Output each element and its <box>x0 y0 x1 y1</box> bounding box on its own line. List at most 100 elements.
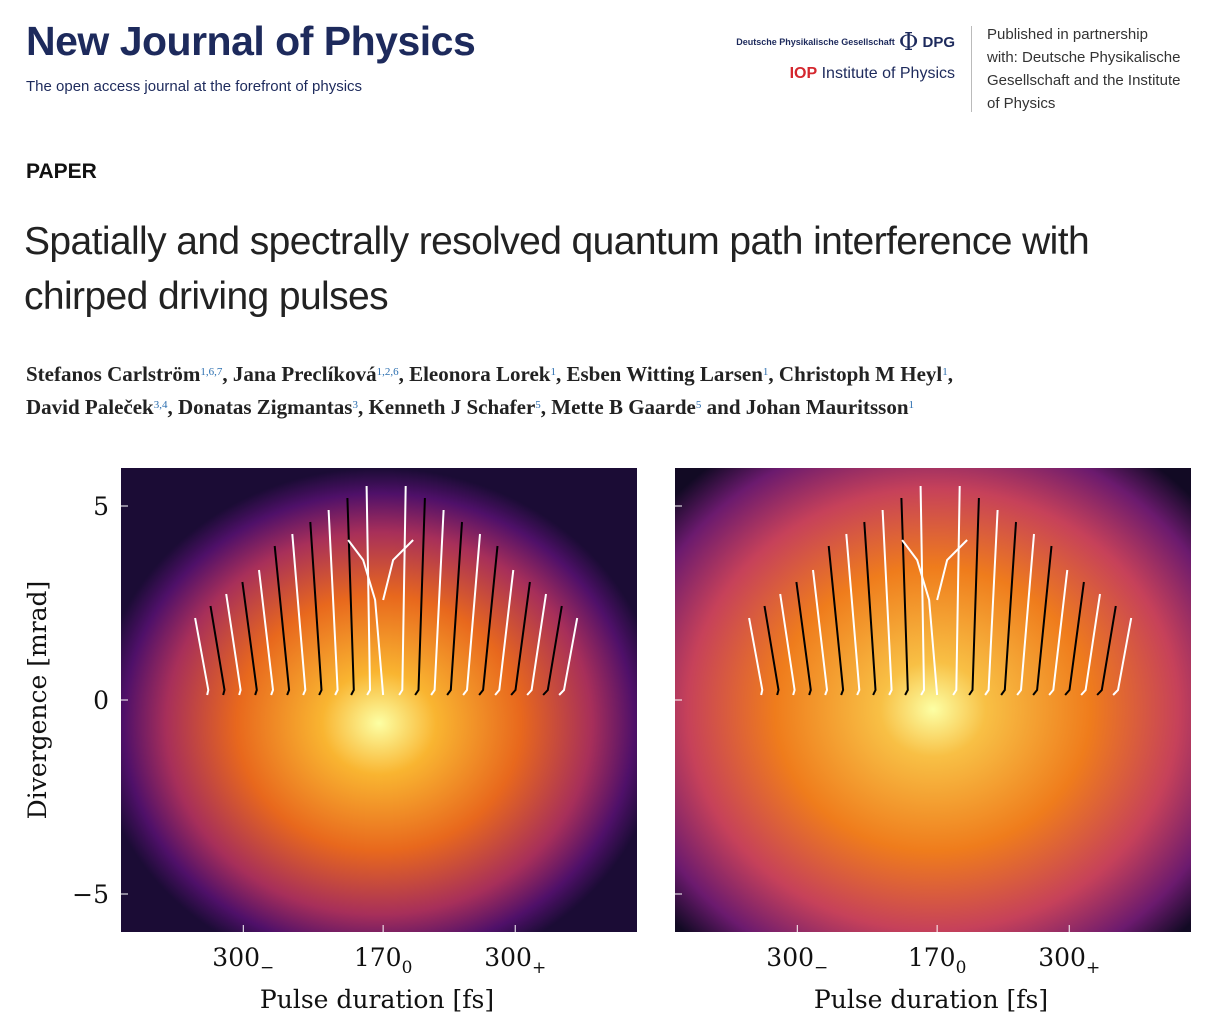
contour <box>241 581 258 696</box>
author-name: David Paleček <box>26 395 154 419</box>
contour <box>327 509 339 696</box>
iop: IOP <box>789 65 818 82</box>
separator: , <box>357 395 364 419</box>
affiliation: 5 <box>695 399 702 411</box>
y-tick-label: 0 <box>93 686 109 715</box>
partnership-line: Published in partnership <box>987 26 1148 43</box>
contour <box>1000 521 1017 696</box>
dpg-symbol: Φ <box>898 28 919 56</box>
author-name: Johan Mauritsson <box>745 395 909 419</box>
affiliation: 5 <box>535 399 541 411</box>
x-tick-label: 300− <box>212 943 274 978</box>
contour <box>748 617 764 696</box>
x-tick-label: 1700 <box>908 943 967 978</box>
separator: , <box>222 362 228 386</box>
contour <box>291 533 307 696</box>
tick-sub: + <box>532 958 546 978</box>
contour <box>1096 605 1117 696</box>
heatmap <box>675 468 1191 932</box>
contour <box>542 605 563 696</box>
contour <box>900 497 909 696</box>
separator: , <box>540 395 547 419</box>
contour <box>795 581 812 696</box>
contour <box>526 593 547 696</box>
dpg: DPG <box>922 33 955 51</box>
contour <box>494 569 515 696</box>
dpg-logo: Deutsche Physikalische Gesellschaft Φ DP… <box>736 28 955 56</box>
tick-base: 300 <box>484 943 532 972</box>
x-tick-label: 300+ <box>1038 943 1100 978</box>
iop-logo: IOP Institute of Physics <box>790 65 955 83</box>
x-tick-label: 300+ <box>484 943 546 978</box>
x-tick-label: 300− <box>766 943 828 978</box>
separator: , <box>768 362 774 386</box>
contour <box>414 497 426 696</box>
affiliation: 1,2,6 <box>376 366 399 378</box>
contour <box>258 569 275 696</box>
x-axis-label: Pulse duration [fs] <box>814 985 1048 1014</box>
tick-sub: 0 <box>402 958 413 978</box>
author-name: Jana Preclíková <box>232 362 377 386</box>
tick-base: 300 <box>1038 943 1086 972</box>
contour <box>1016 533 1035 696</box>
contour <box>225 593 242 696</box>
separator: and <box>701 395 741 419</box>
affiliation: 1 <box>550 366 556 378</box>
contour <box>952 485 961 696</box>
separator: , <box>555 362 562 386</box>
affiliation: 1 <box>908 399 915 411</box>
contour <box>1048 569 1069 696</box>
separator: , <box>167 395 173 419</box>
separator: , <box>398 362 404 386</box>
y-tick-label: 5 <box>93 492 109 521</box>
contour <box>558 617 579 696</box>
author-name: Stefanos Carlström <box>26 362 201 386</box>
author-line: Stefanos Carlström1,6,7, Jana Preclíková… <box>26 358 953 391</box>
authors: Stefanos Carlström1,6,7, Jana Preclíková… <box>26 358 953 424</box>
contour <box>779 593 796 696</box>
contour <box>984 509 999 696</box>
contour <box>1032 545 1053 696</box>
tagline: The open access journal at the forefront… <box>26 78 363 95</box>
partnership-line: of Physics <box>987 95 1056 112</box>
contour <box>863 521 877 696</box>
author-name: Esben Witting Larsen <box>566 362 763 386</box>
contour <box>968 497 980 696</box>
contour <box>510 581 531 696</box>
contour <box>845 533 861 696</box>
affiliation: 1 <box>762 366 769 378</box>
article-title: Spatially and spectrally resolved quantu… <box>24 214 1090 324</box>
contour <box>881 509 893 696</box>
partnership-line: with: Deutsche Physikalische <box>987 49 1181 66</box>
contour <box>430 509 445 696</box>
separator: , <box>947 362 953 386</box>
author-name: Donatas Zigmantas <box>177 395 353 419</box>
contour <box>812 569 829 696</box>
author-name: Mette B Gaarde <box>551 395 696 419</box>
partnership-line: Gesellschaft and the Institute <box>987 72 1181 89</box>
title-line: Spatially and spectrally resolved quantu… <box>24 220 1090 263</box>
contour <box>347 539 414 696</box>
y-tick-label: −5 <box>72 880 109 909</box>
contour <box>309 521 323 696</box>
contour <box>1064 581 1085 696</box>
affiliation: 1,6,7 <box>200 366 223 378</box>
contour <box>346 497 355 696</box>
title-line: chirped driving pulses <box>24 275 389 318</box>
iop-name: Institute of Physics <box>821 65 955 82</box>
tick-sub: 0 <box>956 958 967 978</box>
contour <box>478 545 499 696</box>
contour <box>398 485 407 696</box>
affiliation: 1 <box>942 366 948 378</box>
contour <box>901 539 968 696</box>
contour <box>365 485 372 696</box>
affiliation: 3 <box>352 399 358 411</box>
contour <box>763 605 780 696</box>
contour <box>462 533 481 696</box>
contour <box>446 521 463 696</box>
author-name: Eleonora Lorek <box>409 362 551 386</box>
contour <box>919 485 926 696</box>
contour <box>209 605 226 696</box>
